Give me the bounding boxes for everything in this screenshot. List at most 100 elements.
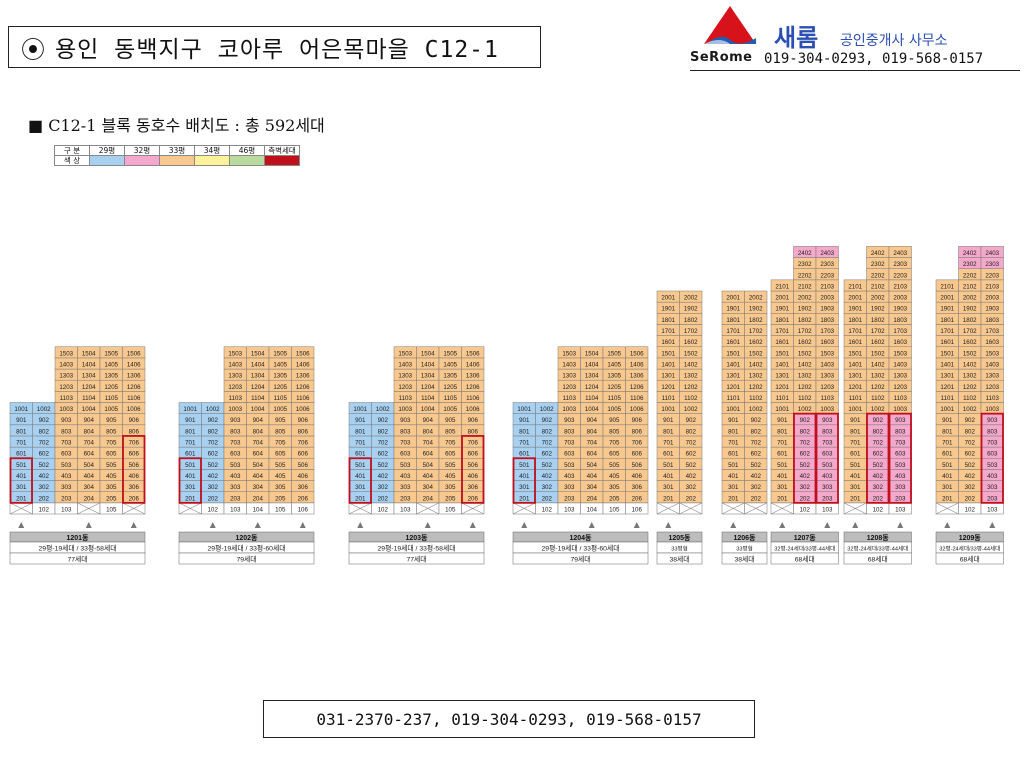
building-1207동: 201 301 401 501 601 701 801 901 1001 1101 1201 1301… — [770, 246, 839, 565]
svg-text:205: 205 — [275, 495, 286, 502]
svg-text:1002: 1002 — [684, 406, 698, 413]
svg-text:402: 402 — [542, 473, 553, 480]
svg-text:1002: 1002 — [963, 406, 977, 413]
unit-cell: 1501 — [656, 346, 680, 359]
unit-cell: 1502 — [744, 346, 768, 359]
svg-text:102: 102 — [800, 507, 811, 514]
side-wall-highlight — [122, 435, 146, 504]
unit-cell: 702 — [201, 435, 225, 448]
unit-cell: 1406 — [461, 357, 485, 370]
svg-text:1501: 1501 — [940, 350, 954, 357]
unit-cell: 1102 — [958, 391, 982, 403]
unit-cell: 904 — [416, 413, 440, 426]
svg-text:601: 601 — [942, 451, 953, 458]
svg-text:1505: 1505 — [443, 350, 457, 357]
unit-cell: 1404 — [580, 357, 604, 370]
svg-text:1404: 1404 — [421, 361, 435, 368]
unit-cell: 102 — [793, 502, 817, 515]
svg-text:1003: 1003 — [562, 406, 576, 413]
svg-text:2103: 2103 — [985, 283, 999, 290]
unit-cell: 1306 — [461, 368, 485, 381]
entrance-arrow-icon — [852, 522, 859, 528]
svg-text:1301: 1301 — [726, 373, 740, 380]
unit-cell: 605 — [268, 446, 292, 459]
unit-cell: 1405 — [99, 357, 123, 370]
svg-text:1502: 1502 — [963, 350, 977, 357]
svg-text:606: 606 — [468, 451, 479, 458]
svg-text:906: 906 — [298, 417, 309, 424]
svg-text:804: 804 — [84, 428, 95, 435]
unit-cell: 1202 — [744, 379, 768, 392]
unit-cell: 401 — [656, 469, 680, 481]
svg-text:602: 602 — [542, 451, 553, 458]
svg-text:1405: 1405 — [104, 361, 118, 368]
svg-text:1402: 1402 — [963, 361, 977, 368]
svg-text:303: 303 — [895, 484, 906, 491]
building-name: 1202동 — [235, 534, 258, 542]
svg-text:604: 604 — [587, 451, 598, 458]
unit-cell: 1902 — [866, 301, 890, 314]
svg-text:1505: 1505 — [104, 350, 118, 357]
unit-cell: 206 — [291, 491, 315, 504]
unit-cell: 1702 — [793, 324, 817, 336]
building-1205동: 201 301 401 501 601 701 801 901 1001 1101 1201 1301… — [656, 290, 703, 565]
unit-cell: 401 — [721, 469, 745, 481]
unit-cell: 1201 — [656, 379, 680, 392]
svg-text:901: 901 — [663, 417, 674, 424]
svg-text:901: 901 — [16, 417, 27, 424]
unit-cell: 302 — [679, 480, 703, 492]
unit-cell: 401 — [770, 469, 794, 481]
unit-cell: 1503 — [557, 346, 581, 359]
unit-cell: 601 — [770, 446, 794, 459]
svg-text:1006: 1006 — [296, 406, 310, 413]
building-count: 38세대 — [669, 555, 689, 564]
brand-underline — [690, 70, 1020, 71]
svg-text:2002: 2002 — [684, 295, 698, 302]
building-count: 68세대 — [795, 555, 815, 564]
unit-cell: 706 — [461, 435, 485, 448]
unit-cell: 1304 — [580, 368, 604, 381]
unit-cell: 106 — [625, 502, 649, 515]
unit-cell: 403 — [557, 469, 581, 481]
unit-cell: 806 — [122, 424, 146, 437]
svg-text:506: 506 — [129, 462, 140, 469]
svg-text:202: 202 — [751, 495, 762, 502]
unit-cell: 505 — [268, 458, 292, 470]
svg-text:1206: 1206 — [630, 384, 644, 391]
building-desc: 33평형 — [671, 546, 688, 553]
unit-cell: 802 — [744, 424, 768, 437]
unit-cell: 1303 — [888, 368, 912, 381]
building-count: 77세대 — [67, 555, 87, 564]
svg-text:701: 701 — [519, 440, 530, 447]
svg-text:1503: 1503 — [985, 350, 999, 357]
unit-cell: 301 — [843, 480, 867, 492]
svg-text:702: 702 — [873, 440, 884, 447]
svg-text:803: 803 — [895, 428, 906, 435]
unit-cell: 1002 — [201, 402, 225, 414]
svg-text:1104: 1104 — [251, 395, 265, 402]
building-name: 1209동 — [959, 534, 982, 542]
svg-text:1206: 1206 — [296, 384, 310, 391]
unit-cell: 406 — [291, 469, 315, 481]
svg-text:203: 203 — [564, 495, 575, 502]
unit-cell: 1601 — [770, 335, 794, 348]
unit-cell: 903 — [980, 413, 1004, 426]
unit-cell: 802 — [371, 424, 395, 437]
svg-text:902: 902 — [800, 417, 811, 424]
unit-cell: 201 — [770, 491, 794, 504]
svg-text:601: 601 — [519, 451, 530, 458]
unit-cell: 401 — [178, 469, 202, 481]
svg-text:1102: 1102 — [684, 395, 698, 402]
svg-text:605: 605 — [106, 451, 117, 458]
unit-cell: 904 — [77, 413, 101, 426]
unit-cell: 1302 — [793, 368, 817, 381]
unit-cell: 2202 — [793, 268, 817, 281]
svg-text:403: 403 — [895, 473, 906, 480]
svg-text:903: 903 — [987, 417, 998, 424]
svg-text:704: 704 — [587, 440, 598, 447]
unit-cell: 1301 — [770, 368, 794, 381]
unit-cell: 803 — [54, 424, 78, 437]
svg-text:203: 203 — [895, 495, 906, 502]
unit-cell: 1005 — [99, 402, 123, 414]
unit-cell: 1103 — [888, 391, 912, 403]
